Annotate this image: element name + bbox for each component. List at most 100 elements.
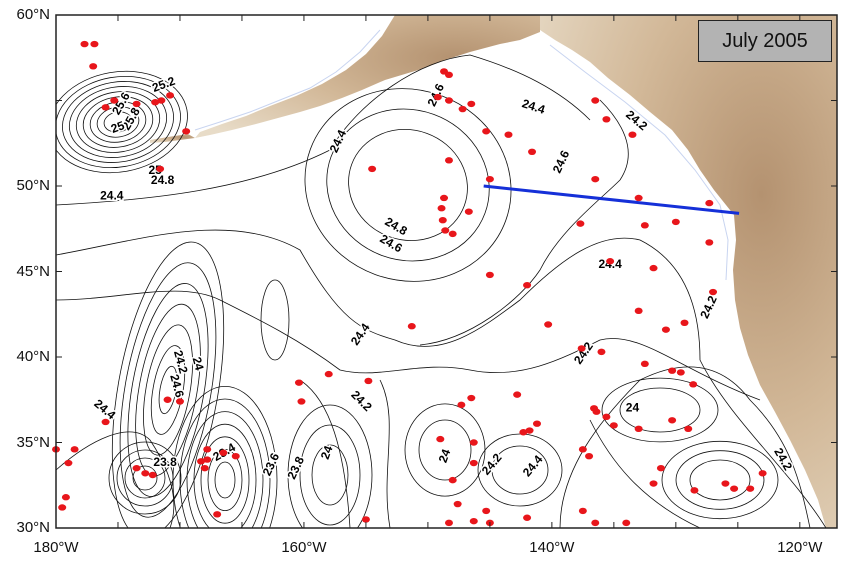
latitude-label: 35°N bbox=[16, 433, 50, 451]
contour-label: 25 bbox=[109, 118, 127, 136]
contour-ring bbox=[418, 419, 472, 481]
contour-ring bbox=[491, 445, 549, 495]
float-marker bbox=[219, 449, 228, 456]
latitude-label: 40°N bbox=[16, 348, 50, 365]
float-marker bbox=[656, 464, 665, 472]
float-marker bbox=[671, 218, 680, 226]
float-marker bbox=[634, 194, 643, 202]
latitude-label: 30°N bbox=[16, 519, 50, 536]
contour-ring bbox=[193, 423, 257, 528]
contour-line bbox=[559, 366, 811, 528]
contour-label: 24 bbox=[190, 355, 207, 372]
contour-ring bbox=[62, 81, 174, 163]
contour-ring bbox=[56, 70, 188, 174]
float-marker bbox=[436, 435, 445, 443]
float-marker bbox=[609, 422, 618, 429]
float-marker bbox=[469, 459, 478, 467]
float-marker bbox=[110, 97, 119, 104]
float-marker bbox=[80, 40, 89, 48]
contour-line bbox=[56, 290, 761, 401]
contour-ring bbox=[132, 465, 158, 491]
float-marker bbox=[634, 307, 643, 315]
contour-ring bbox=[119, 262, 217, 518]
contour-ring bbox=[127, 283, 209, 497]
contour-ring bbox=[116, 449, 174, 507]
float-marker bbox=[61, 494, 70, 501]
contour-ring bbox=[179, 398, 271, 528]
contour-line bbox=[56, 431, 175, 528]
contour-ring bbox=[150, 345, 186, 435]
float-marker bbox=[132, 100, 141, 108]
float-marker bbox=[469, 439, 478, 446]
shelf-outline bbox=[194, 29, 729, 281]
float-marker bbox=[532, 420, 541, 427]
contour-ring bbox=[108, 441, 182, 515]
float-marker bbox=[591, 175, 600, 183]
float-marker bbox=[544, 321, 553, 328]
float-marker bbox=[668, 417, 677, 424]
contour-ring bbox=[619, 387, 701, 433]
contour-ring bbox=[214, 461, 236, 499]
float-marker bbox=[433, 93, 442, 101]
contour-ring bbox=[601, 377, 719, 443]
float-marker bbox=[523, 281, 532, 289]
contour-ring bbox=[477, 433, 563, 507]
float-marker bbox=[156, 165, 165, 173]
float-marker bbox=[440, 194, 449, 202]
float-marker bbox=[602, 116, 611, 123]
float-markers bbox=[52, 40, 767, 527]
contour-lines bbox=[56, 54, 827, 528]
contour-ring bbox=[143, 324, 193, 456]
float-marker bbox=[437, 205, 446, 212]
float-marker bbox=[444, 71, 453, 79]
float-marker bbox=[523, 514, 532, 521]
contour-ring bbox=[260, 279, 290, 361]
float-marker bbox=[730, 485, 739, 492]
float-marker bbox=[668, 367, 677, 374]
float-marker bbox=[649, 480, 658, 487]
contour-ring bbox=[661, 440, 779, 520]
float-marker bbox=[528, 148, 537, 155]
contour-ring bbox=[111, 241, 225, 528]
float-marker bbox=[213, 511, 222, 518]
contour-line bbox=[379, 379, 391, 528]
float-marker bbox=[203, 446, 212, 453]
contour-label: 24 bbox=[626, 400, 640, 414]
float-marker bbox=[407, 323, 416, 330]
contour-ring bbox=[56, 75, 181, 169]
float-marker bbox=[141, 470, 150, 477]
float-marker bbox=[485, 271, 494, 279]
float-marker bbox=[444, 519, 453, 527]
float-marker bbox=[591, 519, 600, 527]
longitude-label: 180°W bbox=[33, 539, 79, 556]
longitude-label: 140°W bbox=[529, 539, 575, 556]
float-marker bbox=[746, 485, 755, 492]
float-marker bbox=[438, 217, 447, 224]
contour-ring bbox=[689, 459, 751, 501]
float-marker bbox=[577, 345, 586, 352]
float-marker bbox=[591, 97, 600, 104]
float-marker bbox=[175, 398, 184, 405]
float-marker bbox=[597, 348, 606, 356]
float-marker bbox=[166, 92, 175, 99]
float-marker bbox=[640, 222, 649, 229]
float-marker bbox=[197, 458, 206, 465]
contour-ring bbox=[348, 128, 468, 242]
contour-ring bbox=[96, 106, 140, 138]
float-marker bbox=[513, 391, 522, 398]
float-marker bbox=[684, 425, 693, 433]
contour-ring bbox=[75, 91, 161, 153]
alaska-peninsula-land bbox=[195, 15, 540, 138]
contour-ring bbox=[200, 436, 250, 524]
float-marker bbox=[324, 370, 333, 378]
float-marker bbox=[294, 379, 303, 386]
contour-ring bbox=[675, 450, 765, 510]
latitude-label: 45°N bbox=[16, 262, 50, 280]
float-marker bbox=[705, 239, 714, 246]
float-marker bbox=[649, 264, 658, 272]
float-marker bbox=[464, 208, 473, 215]
north-america-land bbox=[535, 15, 837, 528]
longitude-label: 120°W bbox=[777, 539, 823, 556]
contour-ring bbox=[299, 424, 361, 526]
